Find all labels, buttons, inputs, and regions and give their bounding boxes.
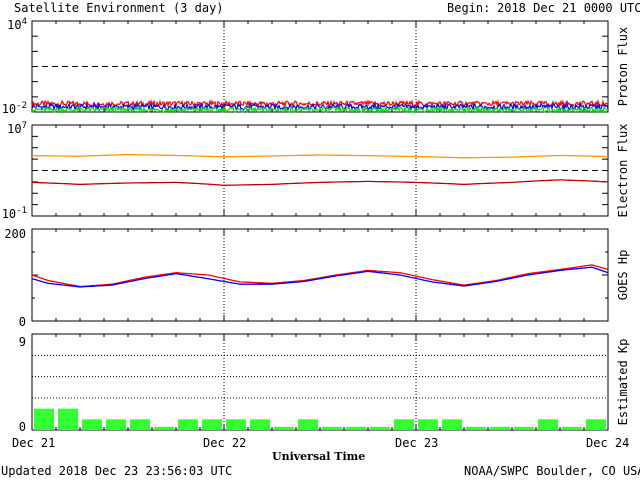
kp-bar: [58, 408, 78, 430]
kp-bar: [418, 419, 438, 430]
kp-frame: [31, 333, 609, 431]
kp-bar: [130, 419, 150, 430]
kp-bar: [322, 426, 342, 430]
kp-y-tick-label-top: 9: [19, 335, 26, 349]
kp-y-axis-label: Estimated Kp: [616, 339, 630, 426]
electron-frame: [31, 124, 609, 217]
goes-y-tick-label-bottom: 0: [19, 315, 26, 329]
source-credit: NOAA/SWPC Boulder, CO USA: [464, 464, 640, 478]
kp-bar: [466, 426, 486, 430]
chart-title: Satellite Environment (3 day): [14, 1, 224, 15]
kp-bar: [514, 426, 534, 430]
kp-bar: [442, 419, 462, 430]
kp-bar: [538, 419, 558, 430]
kp-y-tick-label-bottom: 0: [19, 420, 26, 434]
proton-y-axis-label: Proton Flux: [616, 27, 630, 106]
x-tick-dec23: Dec 23: [395, 436, 439, 450]
kp-bar: [490, 426, 510, 430]
electron-series-dark_red: [31, 179, 609, 186]
x-tick-dec24: Dec 24: [586, 436, 630, 450]
updated-timestamp: Updated 2018 Dec 23 23:56:03 UTC: [1, 464, 233, 478]
kp-bar: [34, 408, 54, 430]
proton-frame: [31, 20, 609, 113]
goes-y-axis-label: GOES Hp: [616, 250, 630, 301]
kp-bar: [370, 426, 390, 430]
electron-y-tick-top: 107: [7, 121, 27, 136]
kp-bar: [394, 419, 414, 430]
x-axis-label: Universal Time: [272, 450, 366, 463]
kp-bar: [154, 426, 174, 430]
kp-bar: [106, 419, 126, 430]
kp-bar: [226, 419, 246, 430]
goes-series-red: [31, 264, 609, 288]
goes-series-blue: [31, 266, 609, 288]
begin-value: 2018 Dec 21 0000 UTC: [497, 1, 640, 15]
x-tick-dec21: Dec 21: [12, 436, 56, 450]
kp-bar: [82, 419, 102, 430]
electron-y-axis-label: Electron Flux: [616, 124, 630, 218]
electron-y-tick-bottom: 10-1: [2, 206, 27, 221]
kp-bar: [586, 419, 606, 430]
x-tick-dec22: Dec 22: [203, 436, 247, 450]
proton-y-tick-bottom: 10-2: [2, 101, 27, 116]
proton-y-tick-top: 104: [7, 17, 27, 32]
kp-bar: [346, 426, 366, 430]
kp-bar: [202, 419, 222, 430]
kp-bar: [178, 419, 198, 430]
electron-series-orange: [32, 153, 608, 159]
proton-series-green: [31, 104, 609, 115]
kp-bar: [250, 419, 270, 430]
kp-bar: [298, 419, 318, 430]
begin-label: Begin:: [447, 1, 491, 15]
goes-y-tick-label-top: 200: [4, 227, 26, 241]
kp-bar: [562, 426, 582, 430]
proton-series-red: [31, 98, 609, 109]
kp-bar: [274, 426, 294, 430]
